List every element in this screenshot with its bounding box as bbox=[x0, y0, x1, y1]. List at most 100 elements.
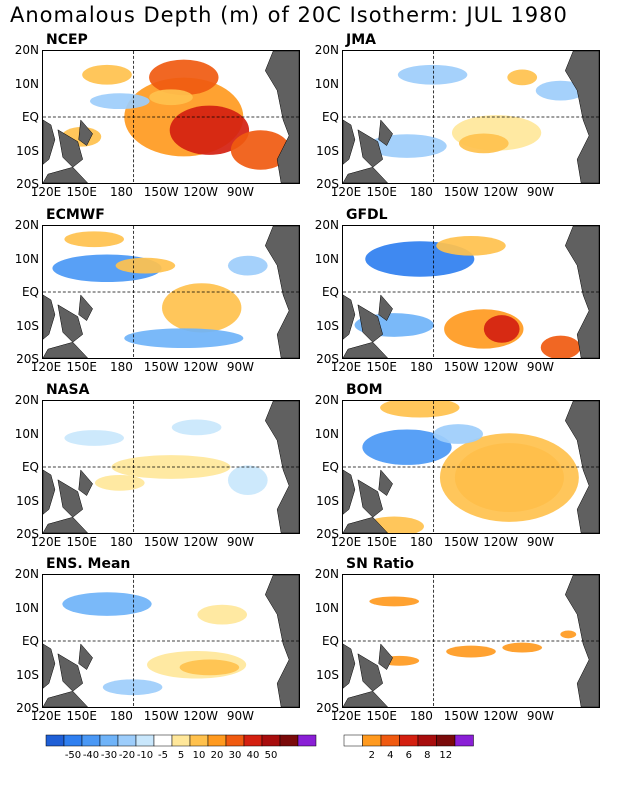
panel-title: NCEP bbox=[46, 32, 88, 48]
panel-title: ECMWF bbox=[46, 207, 105, 223]
lon-tick-label: 150E bbox=[66, 535, 97, 549]
land-mass bbox=[264, 575, 299, 707]
lon-tick-label: 180 bbox=[110, 360, 133, 374]
land-mass bbox=[357, 304, 383, 343]
land-mass bbox=[43, 341, 88, 358]
lon-tick-label: 150W bbox=[143, 360, 179, 374]
lon-tick-label: 120W bbox=[483, 360, 519, 374]
land-mass bbox=[78, 643, 93, 670]
map-panel-7: ENS. Mean 20N 10N EQ 10S 20S 120E 150E 180 150W 12… bbox=[15, 556, 300, 723]
lat-tick-label: EQ bbox=[321, 460, 339, 474]
land-mass bbox=[43, 469, 56, 515]
lat-tick-label: 20S bbox=[16, 352, 39, 366]
map-panel-6: BOM 20N 10N EQ 10S 20S 120E 150E 180 150W 120W 90W bbox=[315, 382, 600, 549]
lon-tick-label: 90W bbox=[226, 709, 254, 723]
anomaly-region bbox=[197, 604, 248, 625]
depth-colorbar-label: 40 bbox=[246, 750, 260, 761]
lat-tick-label: 10S bbox=[316, 667, 339, 682]
anomaly-region bbox=[540, 335, 581, 358]
lon-tick-label: 120E bbox=[30, 185, 62, 199]
lat-tick-label: 20S bbox=[316, 701, 339, 715]
land-mass bbox=[343, 516, 388, 533]
land-mass bbox=[564, 51, 599, 183]
lat-tick-label: 10N bbox=[14, 76, 39, 91]
land-mass bbox=[378, 643, 393, 670]
lon-tick-label: 180 bbox=[410, 709, 433, 723]
land-mass bbox=[343, 166, 388, 183]
lon-tick-label: 90W bbox=[526, 360, 554, 374]
lon-tick-label: 120W bbox=[183, 360, 219, 374]
lon-tick-label: 90W bbox=[226, 185, 254, 199]
lon-tick-label: 120W bbox=[183, 709, 219, 723]
land-mass bbox=[378, 469, 393, 496]
land-mass bbox=[343, 690, 388, 707]
lat-tick-label: EQ bbox=[21, 110, 39, 124]
land-mass bbox=[564, 575, 599, 707]
sn-colorbar-swatch bbox=[417, 734, 437, 747]
lon-tick-label: 150W bbox=[143, 535, 179, 549]
panel-title: BOM bbox=[346, 382, 383, 398]
panel-title: JMA bbox=[346, 32, 376, 48]
map-panel-3: ECMWF 20N 10N EQ 10S 20S 120E 150E 180 150W 120W 90… bbox=[15, 207, 300, 374]
anomaly-region bbox=[227, 465, 268, 495]
lon-tick-label: 150W bbox=[443, 360, 479, 374]
land-mass bbox=[564, 226, 599, 358]
land-mass bbox=[343, 469, 356, 515]
lon-tick-label: 120E bbox=[30, 709, 62, 723]
depth-colorbar-label: -40 bbox=[82, 750, 100, 761]
lon-tick-label: 90W bbox=[526, 535, 554, 549]
anomaly-region bbox=[502, 642, 543, 653]
lat-tick-label: 20N bbox=[314, 218, 339, 232]
lon-tick-label: 90W bbox=[526, 709, 554, 723]
anomaly-region bbox=[458, 133, 509, 154]
anomaly-region bbox=[230, 130, 291, 170]
lat-tick-label: 10N bbox=[14, 426, 39, 441]
lon-tick-label: 150W bbox=[143, 185, 179, 199]
land-mass bbox=[43, 119, 56, 165]
sn-colorbar-swatch bbox=[362, 734, 382, 747]
depth-colorbar-swatch bbox=[243, 734, 263, 747]
map-plot bbox=[42, 574, 300, 708]
lon-tick-label: 120W bbox=[483, 185, 519, 199]
land-mass bbox=[357, 653, 383, 692]
anomaly-region bbox=[115, 257, 176, 274]
anomaly-region bbox=[171, 419, 222, 436]
lat-tick-label: 20N bbox=[314, 567, 339, 581]
lon-tick-label: 120E bbox=[30, 535, 62, 549]
anomaly-region bbox=[439, 433, 579, 522]
anomaly-region bbox=[369, 596, 420, 607]
anomaly-region bbox=[111, 455, 231, 479]
lon-tick-label: 180 bbox=[110, 709, 133, 723]
land-mass bbox=[343, 341, 388, 358]
depth-colorbar-swatch bbox=[297, 734, 317, 747]
lon-tick-label: 120W bbox=[183, 535, 219, 549]
lat-tick-label: 20N bbox=[14, 218, 39, 232]
depth-colorbar-swatch bbox=[63, 734, 83, 747]
land-mass bbox=[264, 401, 299, 533]
lat-tick-label: 10S bbox=[16, 493, 39, 508]
lat-tick-label: 10N bbox=[14, 600, 39, 615]
depth-colorbar-label: 20 bbox=[210, 750, 224, 761]
depth-colorbar-swatch bbox=[99, 734, 119, 747]
map-panel-4: GFDL 20N 10N EQ 10S 20S 120E 150E 180 150W 120W 90W bbox=[315, 207, 600, 374]
anomaly-region bbox=[94, 474, 145, 491]
lat-tick-label: 10N bbox=[14, 251, 39, 266]
anomaly-region bbox=[397, 64, 468, 85]
lon-tick-label: 150E bbox=[66, 360, 97, 374]
lon-tick-label: 90W bbox=[226, 535, 254, 549]
sn-colorbar-label: 2 bbox=[368, 750, 375, 761]
map-plot bbox=[342, 50, 600, 184]
anomaly-region bbox=[102, 679, 163, 696]
anomaly-region bbox=[162, 283, 242, 333]
lon-tick-label: 180 bbox=[410, 535, 433, 549]
anomaly-region bbox=[436, 235, 506, 256]
depth-colorbar-swatch bbox=[189, 734, 209, 747]
depth-colorbar-swatch bbox=[135, 734, 155, 747]
sn-colorbar-swatch bbox=[399, 734, 419, 747]
depth-colorbar-label: 50 bbox=[264, 750, 278, 761]
lat-tick-label: 20N bbox=[14, 393, 39, 407]
land-mass bbox=[78, 469, 93, 496]
sn-colorbar-swatch bbox=[454, 734, 474, 747]
lon-tick-label: 150E bbox=[366, 709, 397, 723]
